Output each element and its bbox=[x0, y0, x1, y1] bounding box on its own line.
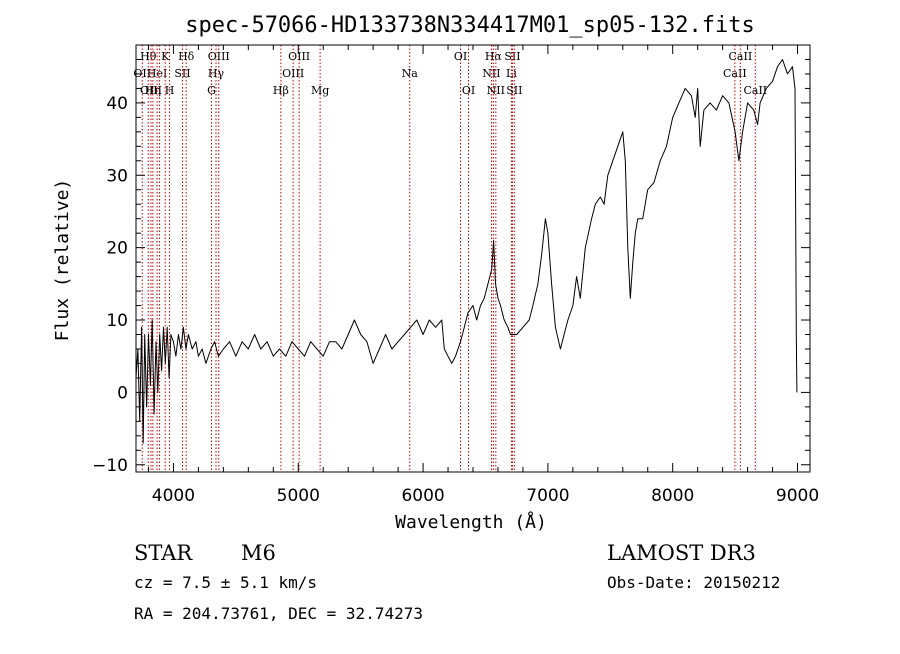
x-tick-label: 4000 bbox=[152, 486, 195, 506]
y-tick-label: 30 bbox=[106, 166, 128, 186]
line-marker-label: CaII bbox=[729, 50, 753, 63]
plot-frame bbox=[135, 44, 811, 473]
line-marker-label: OIII bbox=[208, 50, 230, 63]
line-marker-label: H bbox=[165, 84, 175, 97]
y-tick-label: 40 bbox=[106, 94, 128, 114]
line-marker-label: NII bbox=[482, 67, 500, 80]
line-marker-label: HeI bbox=[147, 67, 167, 80]
x-axis-label: Wavelength (Å) bbox=[395, 511, 547, 533]
line-marker-label: OIII bbox=[140, 84, 162, 97]
line-marker-label: Hγ bbox=[208, 67, 225, 80]
line-marker-label: Mg bbox=[311, 84, 329, 97]
object-subclass: M6 bbox=[241, 541, 276, 565]
y-tick-label: 10 bbox=[106, 311, 128, 331]
y-tick-label: −10 bbox=[92, 456, 128, 476]
line-marker-label: Hδ bbox=[178, 50, 195, 63]
line-marker-label: SII bbox=[506, 84, 522, 97]
y-axis-ticks: −10 0 10 20 30 40 bbox=[92, 44, 810, 476]
line-marker-label: Na bbox=[402, 67, 419, 80]
coordinates: RA = 204.73761, DEC = 32.74273 bbox=[134, 604, 423, 623]
y-tick-label: 20 bbox=[106, 239, 128, 259]
line-marker-label: Li bbox=[506, 67, 517, 80]
x-tick-label: 5000 bbox=[277, 486, 320, 506]
x-tick-label: 8000 bbox=[651, 486, 694, 506]
x-tick-label: 6000 bbox=[401, 486, 444, 506]
x-tick-label: 7000 bbox=[526, 486, 569, 506]
line-marker-label: OI bbox=[454, 50, 467, 63]
line-marker-label: Hα bbox=[485, 50, 503, 63]
line-marker-label: Hβ bbox=[273, 84, 289, 97]
observation-date: Obs-Date: 20150212 bbox=[607, 573, 780, 592]
y-axis-label: Flux (relative) bbox=[52, 179, 73, 342]
line-marker-label: K bbox=[161, 50, 170, 63]
line-marker-label: OII bbox=[133, 67, 151, 80]
x-axis-ticks: 4000 5000 6000 7000 8000 9000 bbox=[147, 45, 819, 506]
line-marker-label: OIII bbox=[282, 67, 304, 80]
line-marker-label: NII bbox=[487, 84, 505, 97]
line-marker-label: Hθ bbox=[140, 50, 157, 63]
line-marker-label: CaII bbox=[743, 84, 767, 97]
line-marker-label: OIII bbox=[288, 50, 310, 63]
survey-name: LAMOST DR3 bbox=[607, 541, 756, 565]
line-marker-label: Hη bbox=[145, 84, 161, 97]
series-layer bbox=[135, 59, 798, 444]
series-line-flux bbox=[135, 59, 798, 444]
chart-title: spec-57066-HD133738N334417M01_sp05-132.f… bbox=[185, 13, 755, 38]
y-tick-label: 0 bbox=[117, 383, 128, 403]
spectral-line-markers: OIIHθOIIIHηHeIKHSIIHδGHγOIIIHβOIIIOIIIMg… bbox=[133, 45, 767, 472]
line-marker-label: G bbox=[207, 84, 216, 97]
line-marker-label: SII bbox=[174, 67, 190, 80]
redshift-velocity: cz = 7.5 ± 5.1 km/s bbox=[134, 573, 317, 592]
line-marker-label: CaII bbox=[723, 67, 747, 80]
line-marker-label: OI bbox=[462, 84, 475, 97]
line-marker-label: SII bbox=[504, 50, 520, 63]
x-tick-label: 9000 bbox=[776, 486, 819, 506]
object-class: STAR bbox=[134, 541, 193, 565]
